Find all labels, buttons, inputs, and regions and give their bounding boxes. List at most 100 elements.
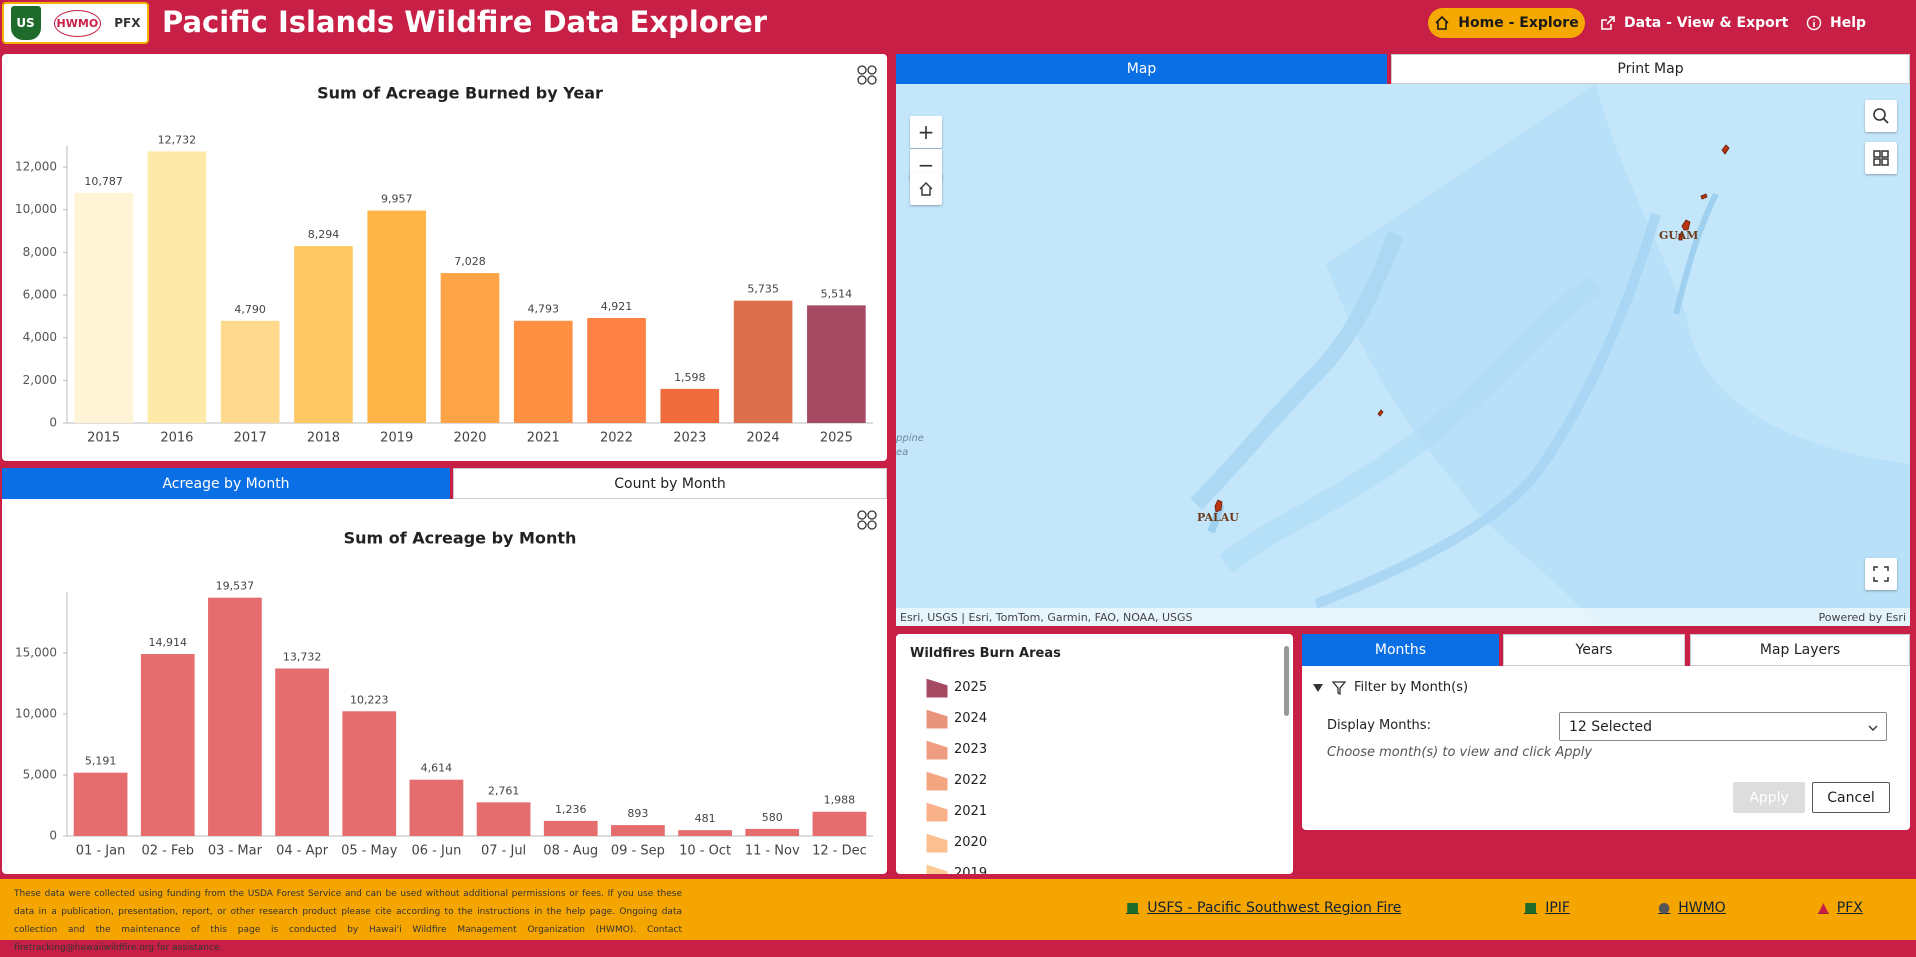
nav-button[interactable]: Home - Explore bbox=[1428, 8, 1585, 38]
value-label: 10,787 bbox=[84, 175, 123, 188]
x-tick-label: 2019 bbox=[380, 431, 413, 446]
x-tick-label: 11 - Nov bbox=[745, 844, 800, 859]
x-tick-label: 04 - Apr bbox=[276, 844, 329, 859]
footer-link[interactable]: ■ IPIF bbox=[1524, 900, 1570, 916]
bar bbox=[409, 779, 464, 836]
tab[interactable]: Map Layers bbox=[1690, 634, 1910, 666]
nav-label: Home - Explore bbox=[1458, 15, 1579, 31]
link-label: PFX bbox=[1836, 900, 1863, 916]
x-tick-label: 03 - Mar bbox=[208, 844, 263, 859]
fullscreen-button[interactable] bbox=[1865, 558, 1897, 590]
cancel-button[interactable]: Cancel bbox=[1812, 782, 1890, 813]
bar bbox=[745, 828, 800, 836]
bar bbox=[140, 654, 195, 836]
swatch-shape bbox=[925, 739, 949, 761]
chart: Sum of Acreage by Month 0 5,000 10,000 15,00… bbox=[15, 510, 877, 859]
bar bbox=[476, 802, 531, 836]
x-tick-label: 2016 bbox=[160, 431, 193, 446]
legend-list: 2025 2024 2023 2022 2021 2020 2019 bbox=[896, 634, 1276, 874]
map[interactable]: GUAM PALAU ppine ea + − Esri, USGS | Esr… bbox=[896, 84, 1910, 626]
link-icon: ■ bbox=[1126, 900, 1140, 916]
home-icon bbox=[919, 182, 933, 196]
month-select[interactable]: 12 Selected bbox=[1559, 712, 1887, 741]
chart-title: Sum of Acreage Burned by Year bbox=[317, 84, 603, 103]
powered-by[interactable]: Powered by Esri bbox=[1818, 610, 1906, 624]
y-tick-label: 10,000 bbox=[15, 202, 57, 216]
nav-button[interactable]: Data - View & Export bbox=[1600, 8, 1788, 38]
y-tick-label: 2,000 bbox=[23, 373, 57, 387]
legend-label: 2019 bbox=[954, 866, 988, 874]
chart-title: Sum of Acreage by Month bbox=[344, 529, 577, 548]
value-label: 14,914 bbox=[149, 636, 188, 649]
filter-heading-row[interactable]: Filter by Month(s) bbox=[1312, 680, 1468, 695]
chart-menu-icon[interactable] bbox=[857, 65, 877, 85]
swatch-shape bbox=[925, 801, 949, 823]
value-label: 1,236 bbox=[555, 803, 587, 816]
bar bbox=[275, 668, 329, 836]
map-label: ppine bbox=[896, 433, 924, 444]
scrollbar[interactable] bbox=[1284, 646, 1289, 716]
basemap-button[interactable] bbox=[1865, 142, 1897, 174]
field-label: Display Months: bbox=[1327, 718, 1431, 733]
footer-text: These data were collected using funding … bbox=[14, 889, 682, 953]
x-tick-label: 2017 bbox=[234, 431, 267, 446]
y-tick-label: 5,000 bbox=[23, 768, 57, 782]
x-tick-label: 09 - Sep bbox=[611, 844, 665, 859]
nav-button[interactable]: Help bbox=[1806, 8, 1866, 38]
tab[interactable]: Map bbox=[896, 54, 1387, 84]
export-icon bbox=[1601, 16, 1615, 30]
app-title: Pacific Islands Wildfire Data Explorer bbox=[162, 5, 768, 39]
search-icon bbox=[1873, 108, 1889, 124]
tab[interactable]: Years bbox=[1503, 634, 1685, 666]
home-icon bbox=[1435, 15, 1449, 30]
bar bbox=[342, 711, 397, 836]
bar bbox=[678, 830, 732, 836]
link-icon: ■ bbox=[1524, 900, 1538, 916]
value-label: 7,028 bbox=[454, 255, 486, 268]
x-tick-label: 12 - Dec bbox=[812, 844, 867, 859]
link-icon: ● bbox=[1658, 900, 1671, 916]
legend-label: 2024 bbox=[954, 711, 988, 726]
footer-link[interactable]: ▲ PFX bbox=[1818, 900, 1863, 916]
legend-title: Wildfires Burn Areas bbox=[910, 646, 1061, 661]
value-label: 2,761 bbox=[488, 784, 520, 797]
tab[interactable]: Acreage by Month bbox=[2, 468, 450, 499]
home-button[interactable] bbox=[910, 173, 942, 205]
legend-panel: Wildfires Burn Areas 2025 2024 2023 2022 202… bbox=[896, 634, 1293, 874]
map-label: GUAM bbox=[1659, 229, 1699, 242]
value-label: 893 bbox=[627, 807, 648, 820]
apply-button[interactable]: Apply bbox=[1733, 782, 1805, 813]
x-tick-label: 2025 bbox=[820, 431, 853, 446]
grid-icon bbox=[1873, 150, 1889, 166]
bar bbox=[807, 305, 866, 423]
chart-panel: Sum of Acreage Burned by Year 0 2,000 4,000… bbox=[2, 54, 887, 461]
tab[interactable]: Print Map bbox=[1391, 54, 1910, 84]
logos: US HWMO PFX bbox=[2, 2, 149, 44]
x-tick-label: 2024 bbox=[747, 431, 780, 446]
logo: PFX bbox=[114, 16, 141, 30]
footer-link[interactable]: ● HWMO bbox=[1658, 900, 1726, 916]
zoom-in[interactable]: + bbox=[910, 116, 942, 148]
link-label: USFS - Pacific Southwest Region Fire bbox=[1147, 900, 1402, 916]
bar bbox=[660, 388, 720, 423]
swatch-shape bbox=[925, 863, 949, 874]
bar bbox=[74, 192, 133, 423]
legend-swatch bbox=[925, 770, 949, 792]
x-tick-label: 2020 bbox=[453, 431, 486, 446]
search-button[interactable] bbox=[1865, 100, 1897, 132]
footer-link[interactable]: ■ USFS - Pacific Southwest Region Fire bbox=[1126, 900, 1401, 916]
tab[interactable]: Count by Month bbox=[453, 468, 887, 499]
logo: HWMO bbox=[53, 9, 102, 37]
tab[interactable]: Months bbox=[1302, 634, 1499, 666]
bar bbox=[587, 318, 646, 423]
chart-menu-icon[interactable] bbox=[857, 510, 877, 530]
value-label: 4,793 bbox=[528, 303, 560, 316]
x-tick-label: 10 - Oct bbox=[679, 844, 731, 859]
y-tick-label: 8,000 bbox=[23, 245, 57, 259]
x-tick-label: 2023 bbox=[673, 431, 706, 446]
value-label: 8,294 bbox=[308, 228, 340, 241]
logo: US bbox=[10, 6, 41, 40]
legend-swatch bbox=[925, 677, 949, 699]
x-tick-label: 08 - Aug bbox=[543, 844, 598, 859]
swatch-shape bbox=[925, 770, 949, 792]
